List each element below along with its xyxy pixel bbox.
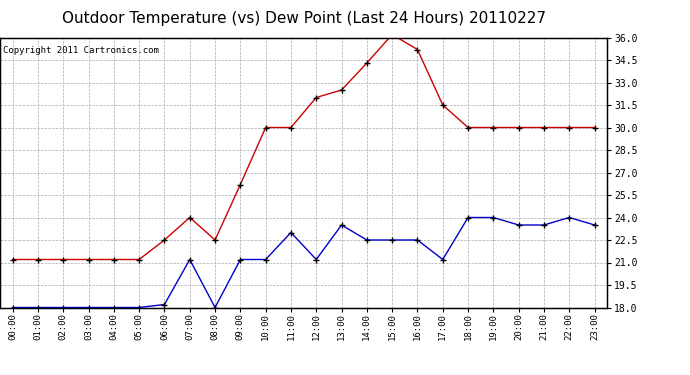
Text: Copyright 2011 Cartronics.com: Copyright 2011 Cartronics.com bbox=[3, 46, 159, 55]
Text: Outdoor Temperature (vs) Dew Point (Last 24 Hours) 20110227: Outdoor Temperature (vs) Dew Point (Last… bbox=[61, 11, 546, 26]
